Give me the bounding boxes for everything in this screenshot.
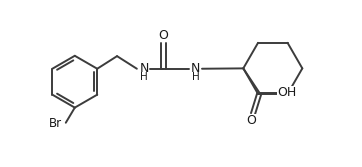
Text: O: O <box>247 114 257 127</box>
Text: Br: Br <box>49 117 62 130</box>
Text: H: H <box>140 72 148 82</box>
Text: N: N <box>139 62 149 75</box>
Text: O: O <box>159 29 168 42</box>
Text: OH: OH <box>277 86 296 99</box>
Text: N: N <box>191 62 201 75</box>
Text: H: H <box>192 72 200 82</box>
